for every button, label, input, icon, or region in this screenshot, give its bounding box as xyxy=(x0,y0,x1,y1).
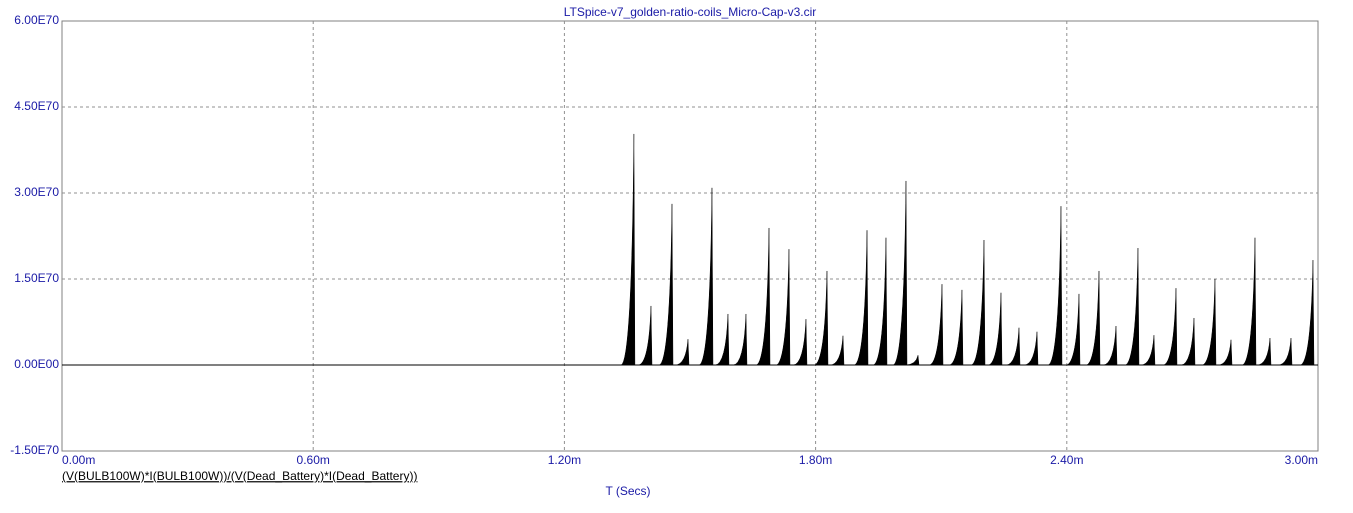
spike xyxy=(1277,338,1293,366)
spike xyxy=(1241,237,1257,366)
y-tick-label: 4.50E70 xyxy=(14,99,59,113)
spike xyxy=(1065,293,1081,366)
spike xyxy=(905,355,920,366)
spike xyxy=(1140,335,1156,366)
y-tick-label: 6.00E70 xyxy=(14,13,59,27)
chart-title: LTSpice-v7_golden-ratio-coils_Micro-Cap-… xyxy=(564,5,817,19)
spike xyxy=(1047,206,1063,366)
spike xyxy=(620,133,636,366)
spike xyxy=(987,292,1003,366)
x-tick-label: 0.60m xyxy=(297,453,330,467)
legend-entry: (V(BULB100W)*I(BULB100W))/(V(Dead_Batter… xyxy=(62,469,417,483)
spike xyxy=(1299,260,1315,366)
x-tick-label: 0.00m xyxy=(62,453,95,467)
spike xyxy=(755,227,771,366)
spike xyxy=(1023,331,1039,366)
spike xyxy=(829,335,845,366)
spike xyxy=(948,289,964,366)
plot-frame xyxy=(61,20,1319,452)
spike xyxy=(637,305,653,366)
spike xyxy=(698,187,714,366)
spike xyxy=(714,313,730,366)
spike xyxy=(1180,317,1196,366)
spike xyxy=(775,249,791,366)
spike xyxy=(1256,338,1272,366)
spike xyxy=(970,240,986,366)
spike xyxy=(1162,288,1178,366)
y-tick-label: 3.00E70 xyxy=(14,185,59,199)
spike xyxy=(674,339,690,366)
spike xyxy=(1217,339,1233,366)
spike xyxy=(1005,327,1021,366)
y-tick-label: 0.00E00 xyxy=(14,357,59,371)
spike xyxy=(792,319,808,366)
x-axis-label: T (Secs) xyxy=(605,484,650,498)
x-tick-label: 3.00m xyxy=(1285,453,1318,467)
spike xyxy=(813,270,829,366)
y-tick-label: -1.50E70 xyxy=(10,443,59,457)
spike xyxy=(658,203,674,366)
x-tick-label: 2.40m xyxy=(1050,453,1083,467)
spike xyxy=(1102,326,1118,366)
spike xyxy=(732,313,748,366)
spike xyxy=(1201,278,1217,366)
spike xyxy=(1124,248,1140,366)
spike xyxy=(853,230,869,366)
spike xyxy=(872,237,888,366)
x-tick-label: 1.20m xyxy=(548,453,581,467)
x-tick-label: 1.80m xyxy=(799,453,832,467)
spike xyxy=(1085,270,1101,366)
spike xyxy=(928,284,944,366)
spike xyxy=(892,180,908,366)
y-tick-label: 1.50E70 xyxy=(14,271,59,285)
